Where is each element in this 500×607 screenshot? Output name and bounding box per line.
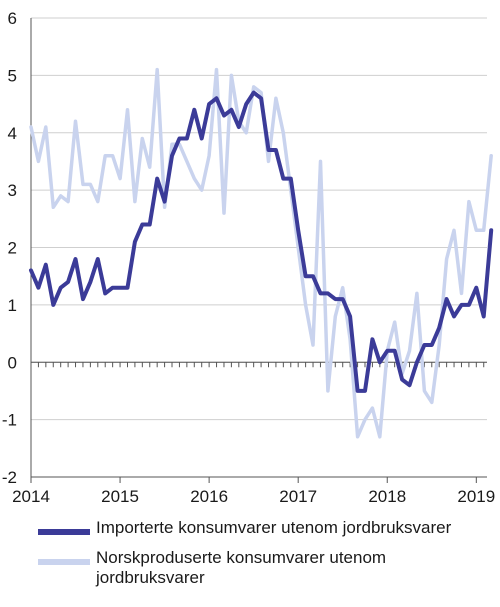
y-tick-label: 3: [8, 181, 17, 200]
y-tick-label: 6: [8, 9, 17, 28]
y-tick-label: 0: [8, 353, 17, 372]
x-tick-label: 2019: [457, 487, 495, 506]
legend-swatch-domestic: [38, 559, 90, 565]
x-tick-label: 2014: [12, 487, 50, 506]
series-layer: [29, 67, 494, 439]
legend-label-imported: Importerte konsumvarer utenom jordbruksv…: [96, 518, 452, 537]
legend-label-domestic: Norskproduserte konsumvarer utenom jordb…: [96, 548, 387, 587]
x-tick-label: 2015: [101, 487, 139, 506]
x-tick-label: 2018: [368, 487, 406, 506]
legend-item-imported: Importerte konsumvarer utenom jordbruksv…: [38, 518, 498, 538]
y-tick-label: 4: [8, 124, 17, 143]
legend: Importerte konsumvarer utenom jordbruksv…: [38, 518, 498, 598]
series-line-domestic: [29, 67, 493, 439]
legend-item-domestic: Norskproduserte konsumvarer utenom jordb…: [38, 548, 498, 588]
grid-layer: [31, 17, 487, 478]
series-line-imported: [29, 90, 494, 393]
y-tick-label: 2: [8, 239, 17, 258]
x-tick-label: 2016: [190, 487, 228, 506]
y-tick-label: 5: [8, 66, 17, 85]
x-tick-label: 2017: [279, 487, 317, 506]
legend-swatch-imported: [38, 529, 90, 535]
y-tick-label: -2: [2, 468, 17, 487]
axis-layer: [30, 18, 487, 483]
y-tick-label: 1: [8, 296, 17, 315]
y-tick-label: -1: [2, 411, 17, 430]
